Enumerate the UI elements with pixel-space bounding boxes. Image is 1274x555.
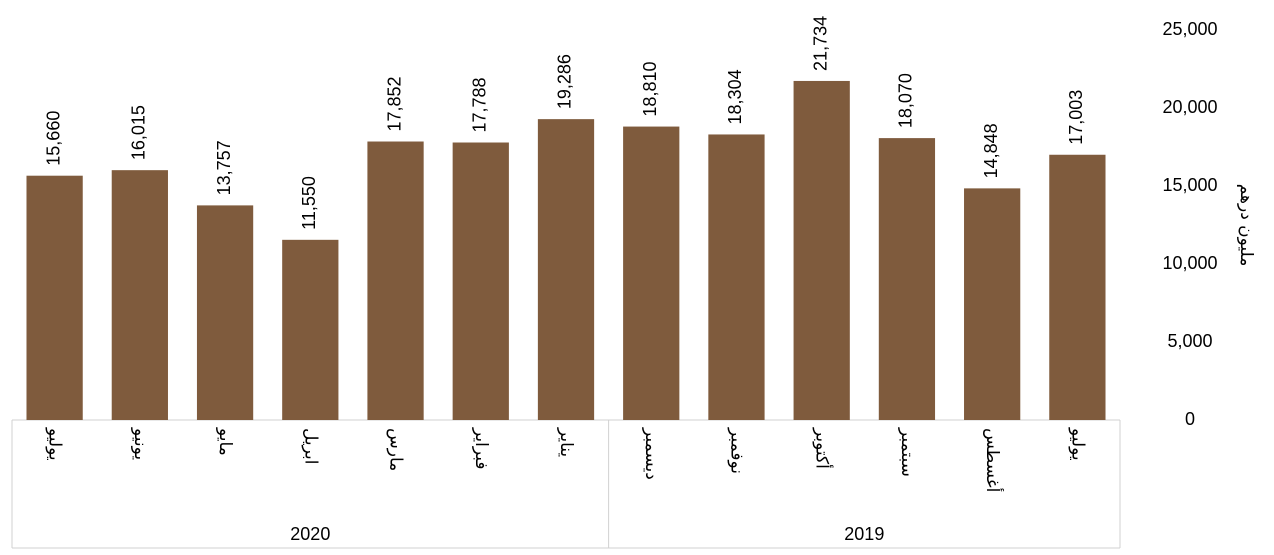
value-label: 11,550	[299, 176, 319, 230]
x-tick-label: ابريل	[300, 428, 320, 464]
value-label: 13,757	[214, 140, 234, 195]
x-tick-label: يوليو	[45, 427, 65, 461]
value-label: 17,003	[1066, 90, 1086, 145]
bar	[708, 134, 765, 421]
bar	[964, 188, 1021, 420]
value-label: 16,015	[129, 105, 149, 160]
bar	[1049, 154, 1106, 420]
value-label: 17,788	[470, 77, 490, 132]
x-tick-label: سبتمبر	[897, 427, 917, 477]
y-tick-label: 15,000	[1162, 175, 1217, 195]
group-label: 2019	[844, 524, 884, 544]
bar	[623, 126, 680, 421]
y-axis-label: مليون درهم	[1236, 184, 1256, 267]
bar	[793, 80, 850, 421]
bar	[26, 175, 83, 420]
x-tick-label: مارس	[386, 428, 406, 471]
x-tick-label: يناير	[556, 427, 576, 457]
x-tick-label: فبراير	[471, 427, 491, 469]
x-tick-label: مايو	[215, 427, 235, 456]
bar	[537, 119, 595, 420]
x-tick-label: ديسمبر	[641, 427, 661, 480]
value-label: 18,810	[640, 62, 660, 117]
bar	[367, 141, 424, 421]
x-tick-label: يونيو	[130, 427, 150, 460]
value-label: 18,304	[725, 69, 745, 124]
value-label: 18,070	[896, 73, 916, 128]
x-tick-label: نوفمبر	[726, 427, 746, 474]
y-tick-label: 0	[1185, 409, 1195, 429]
x-tick-label: يوليو	[1067, 427, 1087, 461]
bar	[282, 239, 339, 420]
value-label: 17,852	[384, 76, 404, 131]
x-tick-label: أغسطس	[982, 428, 1004, 492]
bar	[111, 170, 168, 420]
value-label: 19,286	[555, 54, 575, 109]
group-label: 2020	[290, 524, 330, 544]
y-tick-label: 10,000	[1162, 253, 1217, 273]
value-label: 15,660	[43, 111, 63, 166]
x-tick-label: أكتوبر	[812, 427, 834, 469]
value-label: 21,734	[810, 16, 830, 71]
value-label: 14,848	[981, 123, 1001, 178]
bar	[878, 138, 936, 420]
bar	[452, 142, 509, 420]
y-tick-label: 20,000	[1162, 97, 1217, 117]
bar	[196, 205, 254, 420]
y-tick-label: 25,000	[1162, 19, 1217, 39]
y-tick-label: 5,000	[1167, 331, 1212, 351]
